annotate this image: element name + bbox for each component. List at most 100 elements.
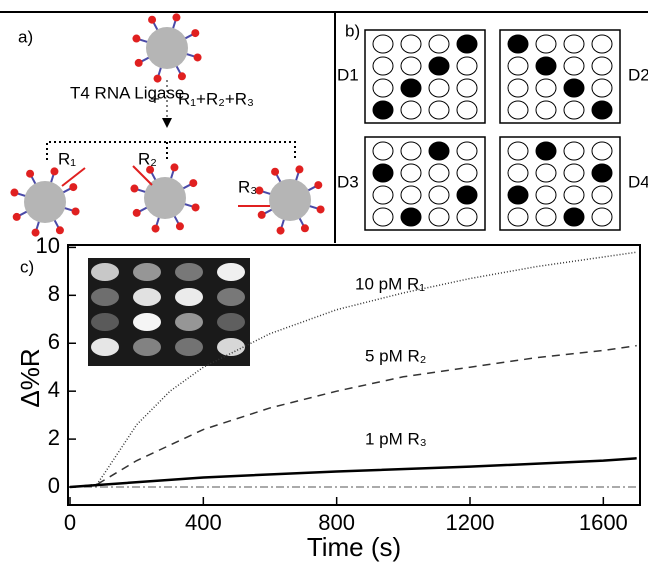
probe: [317, 205, 325, 213]
spot: [401, 186, 421, 204]
spot: [508, 101, 528, 119]
data-line: [70, 346, 637, 487]
inset-spot: [133, 263, 161, 281]
spot: [401, 35, 421, 53]
spot: [429, 186, 449, 204]
spot: [429, 208, 449, 226]
probe: [295, 165, 303, 173]
spot: [429, 164, 449, 182]
spot: [536, 186, 556, 204]
inset-spot: [91, 288, 119, 306]
spot: [457, 101, 477, 119]
probe: [69, 183, 77, 191]
series-label: 5 pM R₂: [365, 346, 426, 365]
spot-filled: [592, 164, 612, 182]
inset-spot: [175, 263, 203, 281]
probe: [154, 75, 162, 83]
spot: [373, 186, 393, 204]
probe: [255, 187, 263, 195]
plus: +: [150, 89, 160, 108]
spot: [508, 164, 528, 182]
spot-filled: [457, 35, 477, 53]
spot: [401, 142, 421, 160]
spot: [592, 208, 612, 226]
y-tick-label: 0: [48, 473, 60, 498]
probe: [10, 189, 18, 197]
probe: [277, 227, 285, 235]
spot-filled: [429, 57, 449, 75]
spot: [564, 142, 584, 160]
spot-filled: [429, 142, 449, 160]
spot-filled: [536, 57, 556, 75]
series-label: 1 pM R₃: [365, 429, 427, 448]
probe: [258, 211, 266, 219]
spot-filled: [564, 79, 584, 97]
inset-spot: [217, 288, 245, 306]
spot: [373, 79, 393, 97]
nanoparticle: [269, 179, 311, 221]
probe: [178, 72, 186, 80]
probe: [13, 213, 21, 221]
probe: [26, 170, 34, 178]
inset-spot: [133, 288, 161, 306]
strand-label: R₃: [238, 177, 257, 196]
probe: [176, 222, 184, 230]
reagents: R₁+R₂+R₃: [178, 89, 254, 108]
spot: [536, 35, 556, 53]
spot-filled: [536, 142, 556, 160]
nanoparticle: [24, 181, 66, 223]
probe: [146, 166, 154, 174]
probe: [130, 185, 138, 193]
inset-spot: [133, 338, 161, 356]
spot: [536, 79, 556, 97]
spot-filled: [373, 164, 393, 182]
y-tick-label: 10: [36, 233, 60, 258]
probe: [72, 207, 80, 215]
spot: [564, 186, 584, 204]
probe: [50, 167, 58, 175]
spot-filled: [401, 208, 421, 226]
x-tick-label: 0: [64, 510, 76, 535]
probe: [170, 163, 178, 171]
spot-filled: [373, 101, 393, 119]
spot: [564, 101, 584, 119]
y-tick-label: 6: [48, 329, 60, 354]
spot: [457, 142, 477, 160]
spot: [508, 79, 528, 97]
panel-label: c): [20, 257, 34, 276]
inset-spot: [175, 313, 203, 331]
data-line: [70, 458, 637, 487]
inset-spot: [91, 263, 119, 281]
spot: [373, 35, 393, 53]
inset-spot: [217, 263, 245, 281]
spot: [564, 164, 584, 182]
x-tick-label: 1600: [579, 510, 628, 535]
inset-spot: [175, 338, 203, 356]
spot-filled: [508, 35, 528, 53]
probe: [271, 168, 279, 176]
spot-filled: [508, 186, 528, 204]
x-tick-label: 400: [185, 510, 222, 535]
inset-spot: [175, 288, 203, 306]
spot: [429, 101, 449, 119]
x-tick-label: 1200: [446, 510, 495, 535]
inset-spot: [91, 313, 119, 331]
probe: [132, 35, 140, 43]
array-label: D2: [628, 65, 648, 84]
spot: [401, 57, 421, 75]
spot: [592, 186, 612, 204]
strand-label: R₂: [138, 149, 157, 168]
spot: [564, 35, 584, 53]
figure: a) b) c) T4 RNA Ligase + R₁+R₂+R₃ R₁ R₂ …: [0, 0, 648, 564]
y-tick-label: 4: [48, 377, 60, 402]
spot: [536, 208, 556, 226]
spot: [592, 57, 612, 75]
spot: [564, 57, 584, 75]
page: a) b) c) T4 RNA Ligase + R₁+R₂+R₃ R₁ R₂ …: [0, 0, 648, 564]
probe: [301, 224, 309, 232]
spot: [592, 35, 612, 53]
probe: [148, 16, 156, 24]
panel-label: a): [18, 27, 33, 46]
y-tick-label: 8: [48, 281, 60, 306]
spot-filled: [457, 186, 477, 204]
